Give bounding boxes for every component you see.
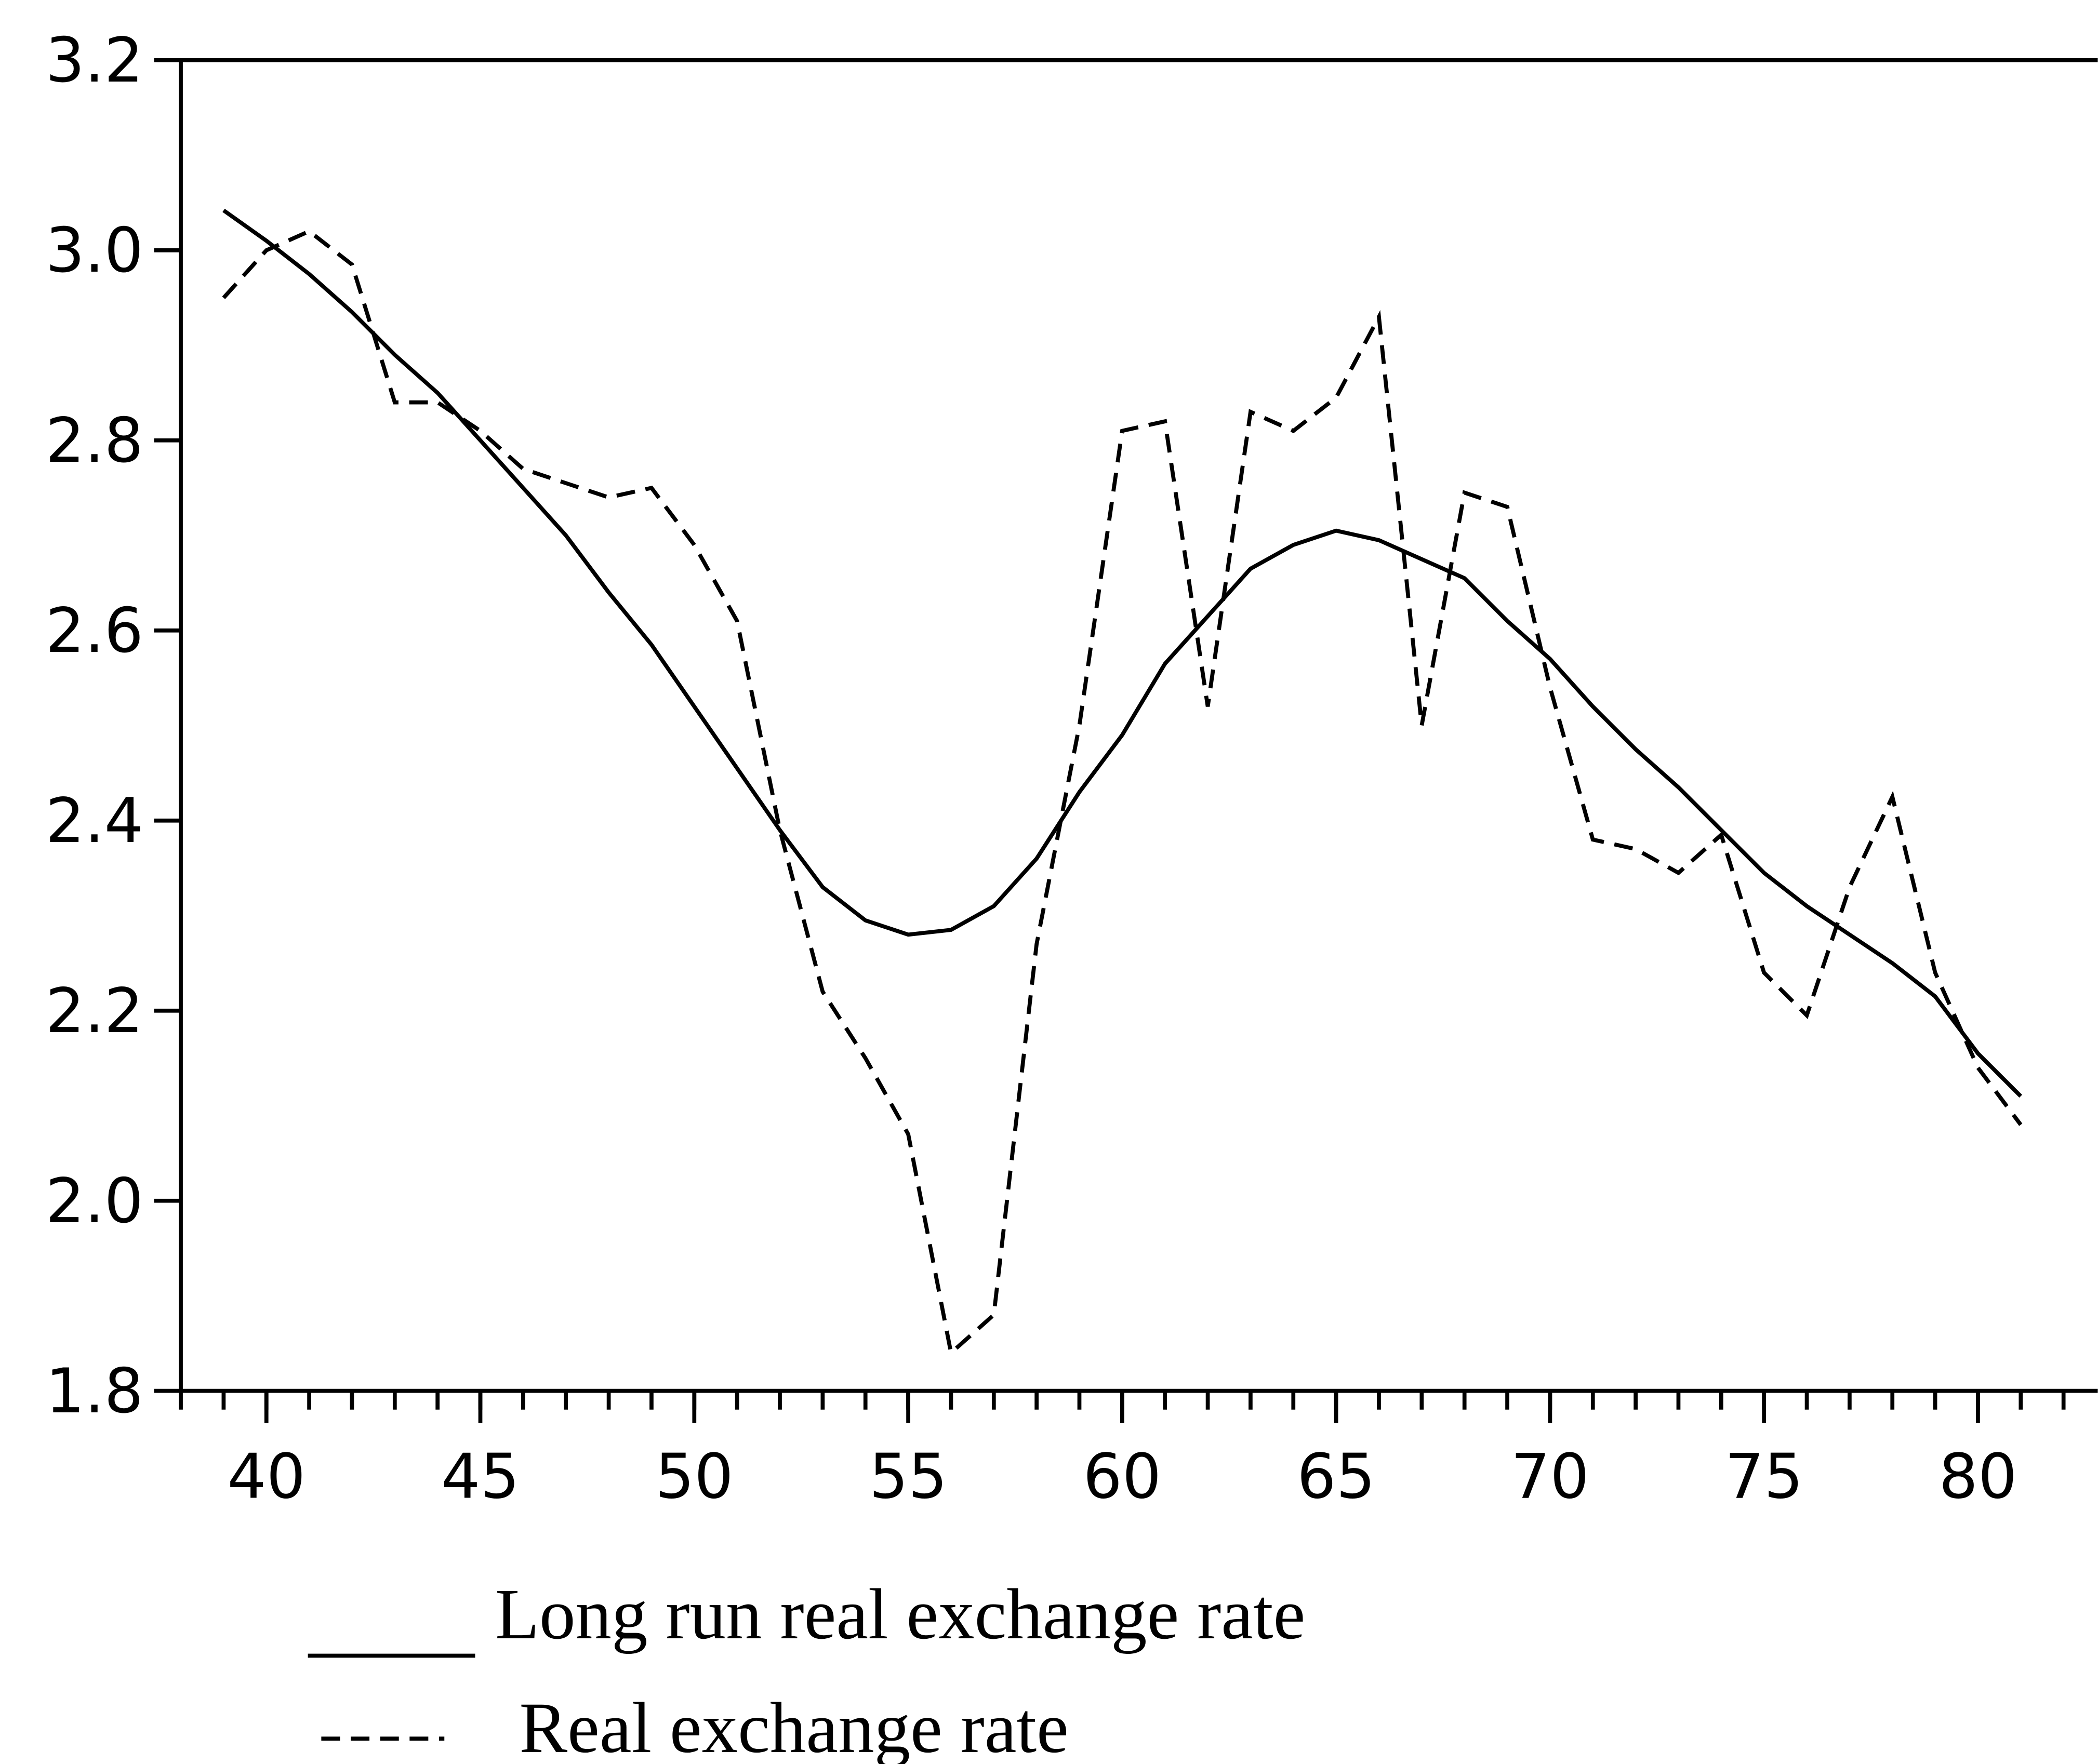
x-tick-label: 40	[227, 1441, 306, 1513]
y-tick-label: 2.0	[46, 1165, 143, 1237]
x-tick-label: 80	[1939, 1441, 2017, 1513]
y-tick-label: 2.4	[46, 785, 143, 857]
y-tick-label: 3.2	[46, 24, 143, 96]
series-line	[222, 229, 2023, 1357]
x-tick-label: 50	[655, 1441, 734, 1513]
series-line	[222, 208, 2023, 1098]
x-tick-label: 65	[1297, 1441, 1375, 1513]
legend-label: Real exchange rate	[519, 1688, 1068, 1764]
x-tick-label: 70	[1511, 1441, 1589, 1513]
x-tick-label: 60	[1083, 1441, 1162, 1513]
y-tick-label: 2.8	[46, 405, 143, 476]
y-tick-label: 3.0	[46, 215, 143, 286]
x-tick-label: 55	[869, 1441, 948, 1513]
legend-label: Long run real exchange rate	[495, 1574, 1305, 1654]
x-tick-label: 75	[1725, 1441, 1803, 1513]
y-tick-label: 2.2	[46, 975, 143, 1047]
y-tick-label: 1.8	[46, 1355, 143, 1427]
x-tick-label: 45	[441, 1441, 520, 1513]
y-tick-label: 2.6	[46, 595, 143, 666]
